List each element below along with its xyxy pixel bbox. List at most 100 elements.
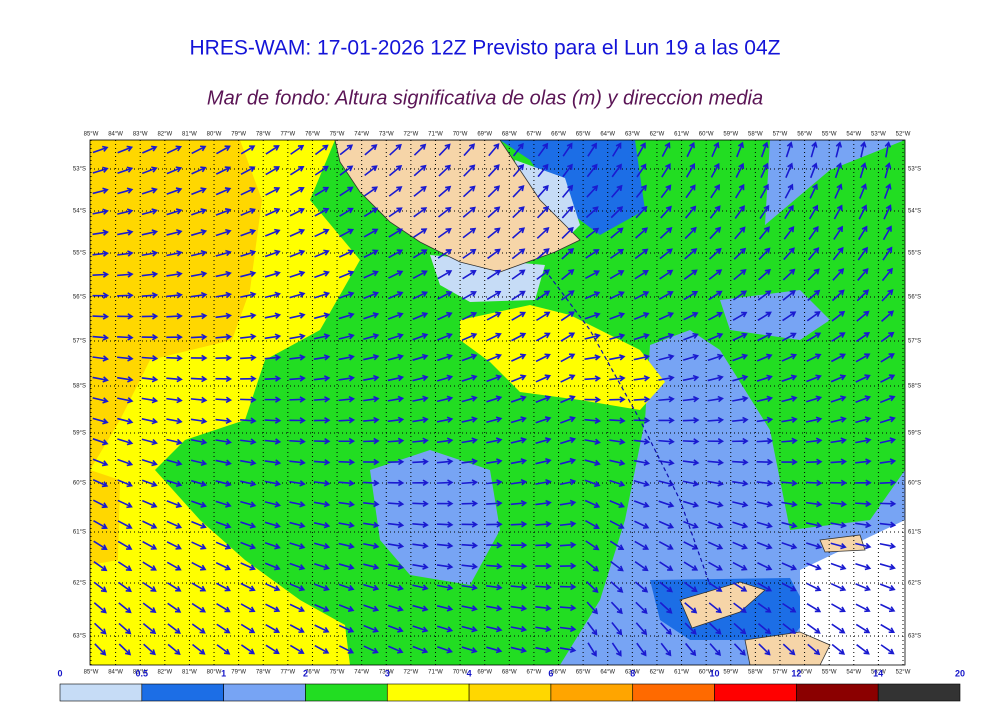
arrow — [809, 183, 818, 199]
arrow — [215, 438, 232, 445]
arrow — [658, 311, 675, 321]
arrow — [338, 604, 355, 612]
arrow — [732, 561, 748, 571]
arrow — [412, 542, 429, 549]
arrow — [437, 270, 453, 280]
arrow — [166, 187, 183, 195]
lat-label-left: 61°S — [73, 530, 86, 536]
arrow — [387, 563, 405, 570]
arrow — [289, 228, 306, 237]
arrow — [388, 207, 403, 218]
arrow — [855, 603, 871, 613]
arrow — [166, 312, 183, 320]
arrow — [611, 163, 622, 178]
arrow — [363, 542, 380, 550]
arrow — [314, 144, 329, 156]
arrow — [633, 479, 650, 487]
arrow — [462, 248, 477, 259]
arrow — [806, 623, 821, 634]
arrow — [461, 311, 478, 321]
arrow — [313, 542, 331, 550]
arrow — [437, 332, 453, 341]
arrow — [363, 186, 379, 197]
lon-label-bottom: 79°W — [231, 670, 246, 676]
arrow — [785, 141, 794, 158]
lat-label-right: 55°S — [908, 251, 921, 257]
colorbar-label: 20 — [955, 668, 965, 678]
arrow — [683, 311, 699, 321]
arrow — [313, 354, 331, 361]
arrow — [584, 333, 601, 340]
arrow — [831, 623, 846, 634]
arrow — [289, 417, 306, 424]
map-labels: 85°W 85°W 84°W 84°W 83°W 83°W 82°W 82°W 81°W 81°W… — [73, 132, 921, 676]
arrow — [141, 145, 158, 154]
arrow — [660, 622, 672, 636]
arrow — [658, 290, 674, 300]
arrow — [486, 542, 503, 549]
arrow — [511, 248, 526, 260]
arrow — [289, 186, 305, 196]
arrow — [805, 479, 823, 487]
arrow — [215, 375, 233, 383]
arrow — [363, 270, 379, 279]
arrow — [461, 584, 478, 591]
arrow — [512, 142, 524, 157]
arrow — [117, 187, 134, 195]
arrow — [585, 540, 600, 551]
arrow — [289, 521, 306, 529]
arrow — [510, 479, 528, 486]
arrow — [363, 374, 380, 382]
arrow — [117, 540, 133, 550]
arrow — [487, 206, 501, 218]
arrow — [879, 521, 897, 529]
arrow — [463, 164, 476, 177]
arrow — [633, 396, 651, 403]
arrow — [240, 396, 257, 403]
lon-label-bottom: 73°W — [379, 670, 394, 676]
arrow — [215, 166, 232, 175]
arrow — [339, 144, 354, 156]
arrow — [855, 583, 871, 592]
arrow — [387, 604, 404, 612]
arrow — [682, 438, 700, 445]
arrow — [658, 396, 675, 403]
arrow — [141, 292, 159, 299]
arrow — [166, 375, 183, 383]
arrow — [240, 644, 256, 655]
arrow — [313, 459, 331, 466]
arrow — [855, 500, 872, 508]
arrow — [363, 333, 380, 341]
colorbar-label: 6 — [548, 668, 553, 678]
arrow — [685, 184, 696, 199]
lon-label-bottom: 82°W — [157, 670, 172, 676]
arrow — [758, 226, 770, 240]
arrow — [190, 396, 208, 404]
lon-label-bottom: 60°W — [699, 670, 714, 676]
arrow — [510, 520, 528, 528]
arrow — [413, 228, 428, 238]
arrow — [857, 267, 869, 281]
lon-label-bottom: 69°W — [477, 670, 492, 676]
arrow — [192, 643, 206, 655]
lon-label-bottom: 55°W — [822, 670, 837, 676]
lon-label-bottom: 56°W — [797, 670, 812, 676]
arrow — [93, 602, 107, 614]
arrow — [611, 184, 623, 198]
lon-label-bottom: 83°W — [133, 670, 148, 676]
arrow — [512, 227, 526, 239]
arrow — [636, 642, 647, 657]
lon-label-top: 83°W — [133, 132, 148, 138]
arrow — [92, 458, 109, 467]
arrow — [756, 353, 773, 362]
arrow — [535, 583, 552, 591]
arrow — [461, 395, 478, 403]
arrow — [142, 561, 157, 571]
arrow — [387, 332, 404, 341]
lon-label-bottom: 58°W — [748, 670, 763, 676]
arrow — [92, 292, 110, 299]
lon-label-bottom: 57°W — [773, 670, 788, 676]
arrow — [412, 416, 429, 424]
track — [544, 269, 711, 586]
arrow — [635, 601, 648, 614]
